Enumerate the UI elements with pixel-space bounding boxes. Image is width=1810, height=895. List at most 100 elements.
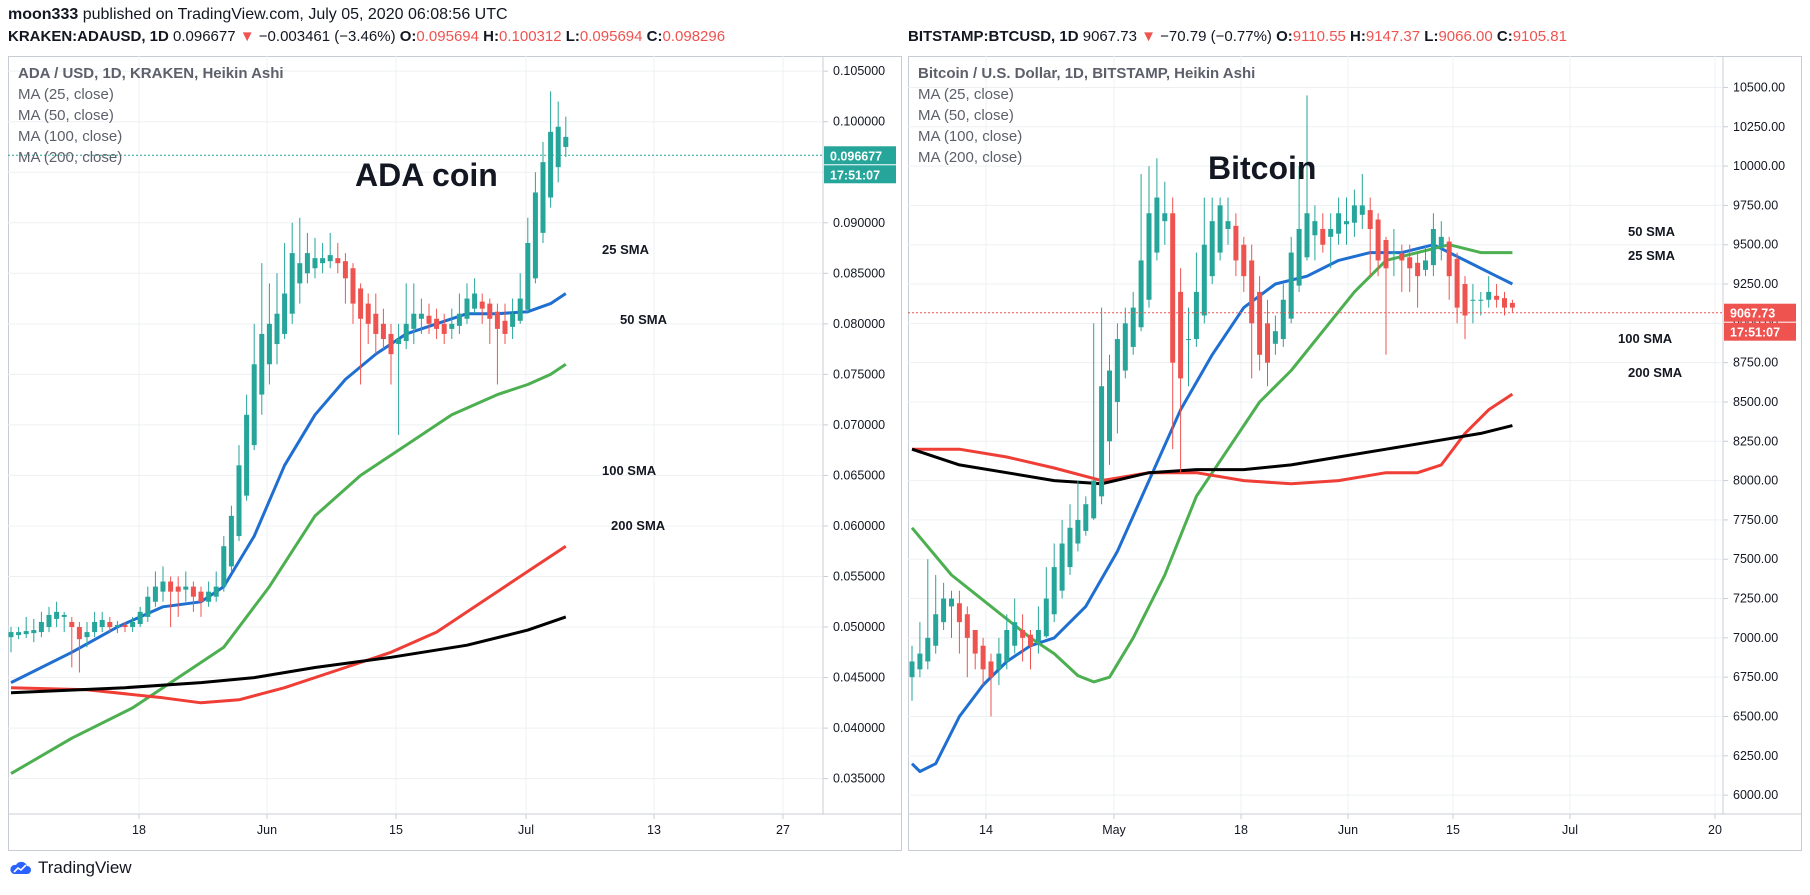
left-change: −0.003461 (−3.46%) [258,28,396,45]
right-candle-body [1328,228,1334,237]
left-candle-body [251,364,257,446]
right-candle-body [1351,205,1357,223]
left-candle-body [532,192,538,279]
left-down-arrow-icon: ▼ [239,28,255,45]
left-sma-label: 50 SMA [620,312,668,327]
right-candle-body [1138,260,1144,328]
right-candle-body [1122,323,1128,371]
right-x-tick-label: 18 [1234,823,1248,837]
right-candle-body [1051,567,1057,615]
btc-chart[interactable]: 6000.00 6250.00 6500.00 6750.00 7000.00 7250.… [908,56,1802,851]
right-candle-body [1154,197,1160,253]
left-candle-body [327,255,333,262]
left-annotation: ADA coin [355,157,498,193]
left-candle-body [274,313,280,345]
left-candle-body [411,313,417,329]
right-candle-body [1265,323,1270,363]
left-candle-body [168,581,174,592]
right-y-tick-label: 8500.00 [1733,395,1778,409]
right-x-tick-label: 15 [1446,823,1460,837]
right-candle-body [1257,291,1263,355]
right-candle-body [1312,221,1318,236]
right-candle-body [1107,370,1112,442]
left-candle-body [31,630,37,634]
right-legend-item: MA (100, close) [918,128,1022,145]
right-candle-body [1162,213,1168,222]
author-name[interactable]: moon333 [8,6,79,23]
left-sma-label: 100 SMA [602,463,657,478]
publish-text: published on TradingView.com, July 05, 2… [78,6,508,23]
right-y-tick-label: 10250.00 [1733,120,1785,134]
right-candle-body [1209,221,1215,277]
left-candle-body [8,632,14,638]
right-candle-body [1423,260,1428,270]
left-candle-body [342,261,348,279]
left-candle-body [510,313,516,327]
left-candle-body [190,586,196,597]
right-candle-body [1454,258,1460,308]
left-candle-body [289,253,295,314]
left-candle-body [282,293,288,334]
left-candle-body [320,258,326,264]
right-candle-body [1367,210,1373,229]
left-candle-body [54,611,60,619]
left-y-tick-label: 0.035000 [833,772,885,786]
right-candle-body [1359,205,1365,215]
left-candle-body [152,586,158,602]
right-sma-label: 100 SMA [1618,331,1673,346]
left-symbol[interactable]: KRAKEN:ADAUSD, 1D [8,28,169,45]
right-open: 9110.55 [1292,28,1346,45]
left-candle-body [365,303,371,324]
left-candle-body [555,126,561,168]
left-candle-body [266,323,272,365]
left-candle-body [130,621,136,628]
left-open-label: O: [399,28,417,45]
right-candle-body [1272,331,1278,344]
left-y-tick-label: 0.055000 [833,569,885,583]
ada-chart[interactable]: 0.035000 0.040000 0.045000 0.050000 0.055000… [8,56,902,851]
left-candle-body [426,315,432,324]
right-candle-body [909,661,915,678]
right-last-price: 9067.73 [1082,28,1137,45]
right-high-label: H: [1350,28,1366,45]
right-candle-body [1059,543,1065,591]
right-y-tick-label: 10000.00 [1733,159,1785,173]
right-candle-body [1478,299,1484,301]
right-y-tick-label: 6500.00 [1733,709,1778,723]
left-y-tick-label: 0.060000 [833,519,885,533]
brand-name: TradingView [38,858,132,877]
right-candle-body [1043,598,1049,637]
right-candle-body [1004,630,1010,662]
right-down-arrow-icon: ▼ [1141,28,1156,45]
right-candle-body [1344,221,1349,225]
left-candle-body [525,242,531,310]
left-candle-body [92,621,98,633]
left-candle-body [183,586,189,590]
left-y-tick-label: 0.105000 [833,64,885,78]
left-candle-body [16,632,22,636]
right-y-tick-label: 7000.00 [1733,631,1778,645]
left-candle-body [479,301,485,309]
left-y-tick-label: 0.085000 [833,266,885,280]
left-candle-body [244,414,250,496]
tradingview-logo[interactable]: TradingView [8,858,132,878]
right-candle-body [972,630,978,654]
right-candle-body [1249,260,1255,324]
right-candle-body [1099,386,1105,497]
right-y-tick-label: 9250.00 [1733,277,1778,291]
right-y-tick-label: 8250.00 [1733,434,1778,448]
right-symbol[interactable]: BITSTAMP:BTCUSD, 1D [908,28,1079,45]
right-legend-item: MA (200, close) [918,149,1022,166]
right-ohlc-bar: BITSTAMP:BTCUSD, 1D 9067.73 ▼ −70.79 (−0… [908,28,1567,45]
right-y-tick-label: 7750.00 [1733,513,1778,527]
right-y-tick-label: 9500.00 [1733,238,1778,252]
right-y-tick-label: 10500.00 [1733,80,1785,94]
right-candle-body [1304,213,1310,258]
left-candle-body [198,591,204,602]
left-candle-body [388,333,394,355]
left-candle-body [358,288,364,319]
right-close: 9105.81 [1512,28,1567,45]
right-candle-body [1012,622,1018,646]
left-x-tick-label: 13 [647,823,661,837]
right-candle-body [1170,213,1176,363]
